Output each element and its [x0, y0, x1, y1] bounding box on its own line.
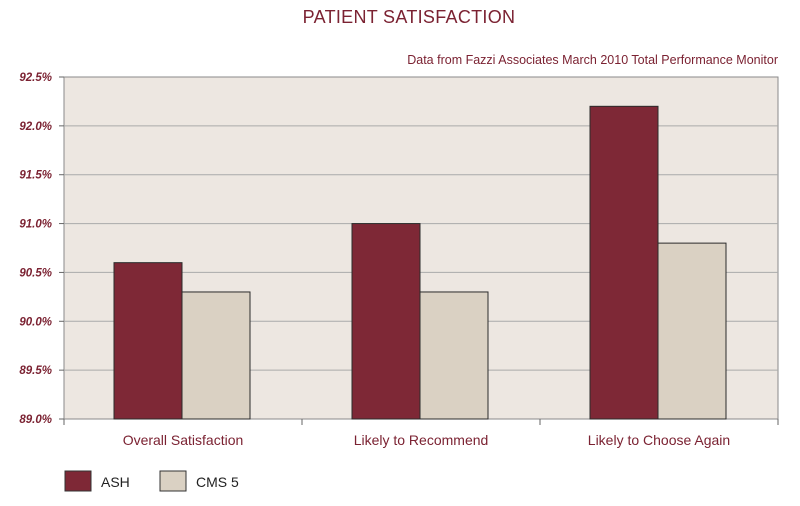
- bar-cms5-1: [419, 291, 489, 420]
- y-tick-label: 92.0%: [19, 121, 52, 133]
- legend: ASH CMS 5: [64, 470, 239, 492]
- legend-swatch-cms5: [159, 470, 187, 492]
- legend-swatch-ash: [64, 470, 92, 492]
- x-tick-label: Likely to Choose Again: [588, 432, 730, 448]
- chart-title: PATIENT SATISFACTION: [303, 7, 516, 27]
- y-tick-label: 89.0%: [19, 414, 52, 426]
- x-axis-ticks: Overall Satisfaction Likely to Recommend L…: [63, 419, 779, 448]
- chart-subtitle: Data from Fazzi Associates March 2010 To…: [407, 53, 778, 67]
- y-tick-label: 89.5%: [19, 365, 52, 377]
- y-tick-label: 92.5%: [19, 72, 52, 84]
- bar-cms5-2: [657, 242, 727, 420]
- y-tick-label: 90.5%: [19, 267, 52, 279]
- x-tick-label: Overall Satisfaction: [123, 432, 244, 448]
- y-axis-ticks: 89.0% 89.5% 90.0% 90.5% 91.0% 91.5% 92.0% 92.5%: [19, 72, 52, 426]
- legend-label-ash: ASH: [101, 474, 130, 490]
- legend-label-cms5: CMS 5: [196, 474, 239, 490]
- bar-cms5-0: [181, 291, 251, 420]
- bars: [113, 105, 727, 420]
- x-tick-label: Likely to Recommend: [354, 432, 489, 448]
- bar-ash-1: [351, 223, 421, 420]
- bar-ash-2: [589, 105, 659, 420]
- y-tick-label: 90.0%: [19, 316, 52, 328]
- y-tick-label: 91.0%: [19, 219, 52, 231]
- y-tick-label: 91.5%: [19, 170, 52, 182]
- bar-ash-0: [113, 262, 183, 420]
